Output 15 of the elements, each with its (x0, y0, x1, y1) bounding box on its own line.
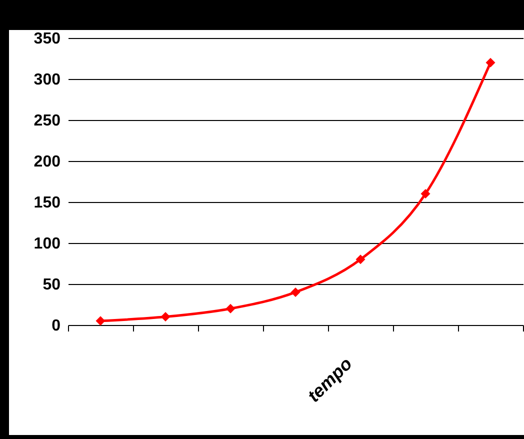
point (356, 254, 366, 264)
point (486, 58, 496, 68)
y-tick-label: 150 (34, 194, 61, 212)
point (226, 304, 236, 314)
point (96, 316, 106, 326)
y-tick-label: 250 (34, 112, 61, 130)
point (160, 312, 170, 322)
y-tick-label: 100 (34, 236, 61, 252)
y-tick-label: 50 (42, 276, 61, 294)
point (290, 287, 300, 297)
y-tick-label: 0 (52, 318, 61, 334)
y-tick-label: 350 (34, 30, 61, 48)
y-tick-label: 200 (34, 154, 61, 170)
y-tick-label: 300 (34, 72, 61, 88)
point (420, 189, 430, 199)
